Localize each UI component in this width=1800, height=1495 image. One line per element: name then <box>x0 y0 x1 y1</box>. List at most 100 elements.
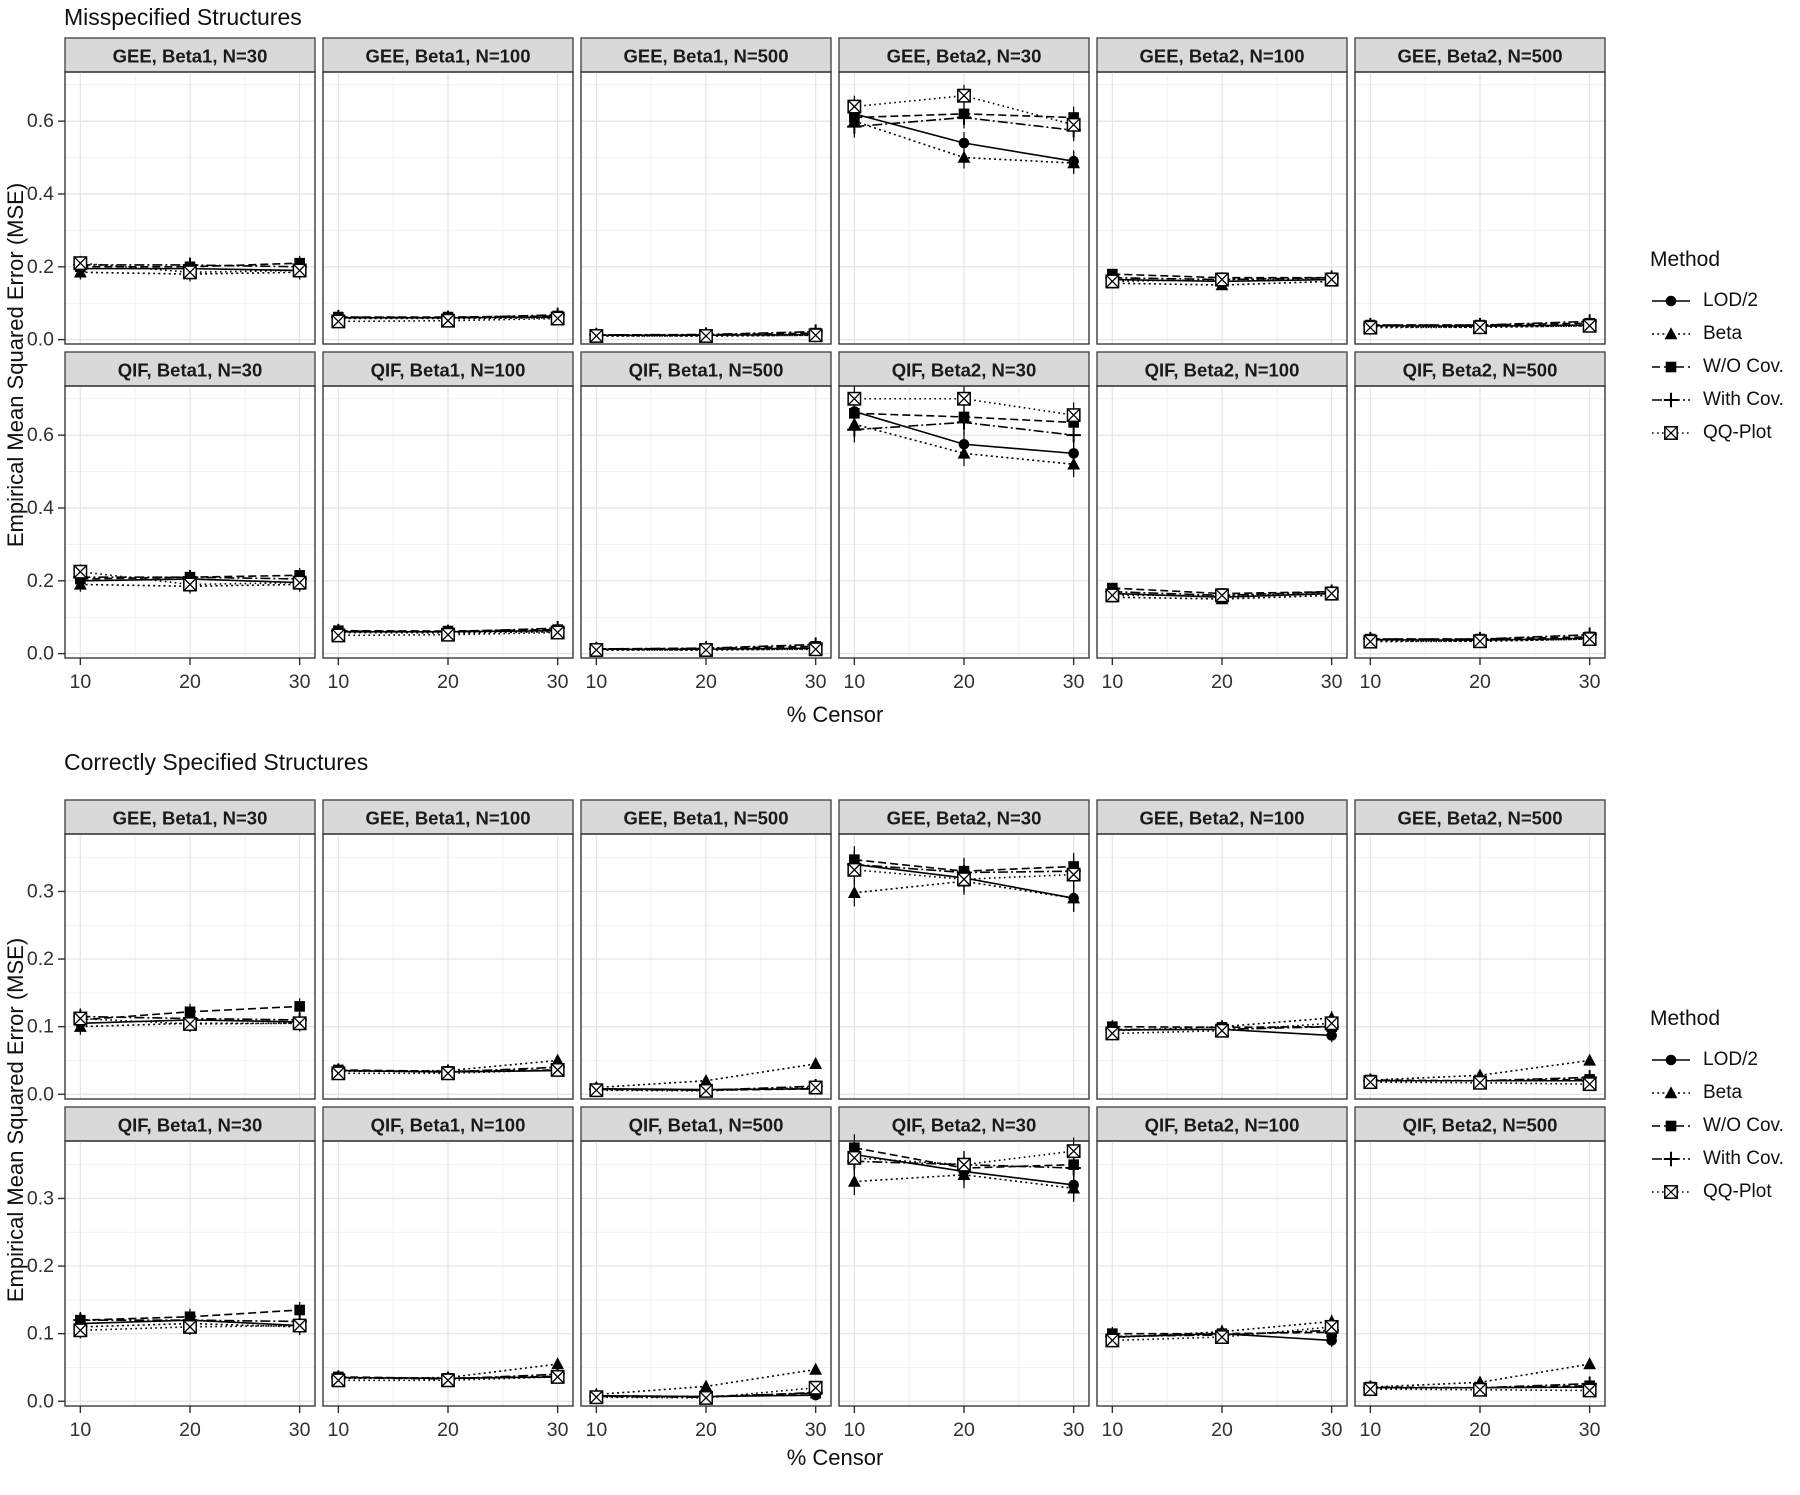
marker-square-x <box>1324 1319 1339 1334</box>
marker-square-x <box>1363 320 1378 335</box>
facet-gee-beta1-n-30: GEE, Beta1, N=30 0.0 0.2 0.4 0.6 <box>27 37 316 351</box>
marker-circle <box>1665 1054 1677 1065</box>
marker-plus <box>847 422 862 437</box>
series-qq-plot <box>73 1317 307 1339</box>
legend-label: W/O Cov. <box>1703 1114 1784 1136</box>
legend-key-square-x-icon <box>1652 425 1690 440</box>
x-tick-label: 20 <box>1469 1419 1491 1441</box>
facet-label: GEE, Beta2, N=500 <box>1397 808 1562 829</box>
marker-square-x <box>1105 1026 1120 1041</box>
series-qq-plot <box>1363 1075 1597 1092</box>
marker-square-x <box>331 1373 346 1388</box>
legend-entry-beta: Beta <box>1650 317 1800 350</box>
series-qq-plot <box>589 328 823 343</box>
marker-square-x <box>1324 272 1339 287</box>
marker-square-x <box>1324 1016 1339 1031</box>
facet-label: GEE, Beta2, N=100 <box>1139 46 1304 67</box>
x-axis-label: % Censor <box>786 1445 884 1470</box>
marker-square-x <box>1582 632 1597 647</box>
marker-triangle <box>1067 156 1081 169</box>
marker-triangle <box>551 1357 565 1370</box>
facet-strip <box>1354 351 1606 387</box>
legend-label: With Cov. <box>1703 1147 1784 1169</box>
y-tick-label: 0.6 <box>27 110 54 132</box>
legend-entry-qq-plot: QQ-Plot <box>1650 1175 1800 1208</box>
x-tick-label: 10 <box>327 1419 349 1441</box>
series-line <box>338 1069 558 1075</box>
facet-label: GEE, Beta1, N=100 <box>365 808 530 829</box>
marker-square-x <box>1215 272 1229 287</box>
marker-triangle <box>699 1073 713 1086</box>
x-tick-label: 20 <box>1211 671 1233 693</box>
x-tick-label: 10 <box>327 671 349 693</box>
facet-label: QIF, Beta1, N=100 <box>371 1115 526 1136</box>
x-tick-label: 10 <box>843 1419 865 1441</box>
marker-square-x <box>1066 867 1081 882</box>
y-tick-label: 0.1 <box>27 1016 54 1038</box>
facet-qif-beta2-n-100: QIF, Beta2, N=100 10 20 30 <box>1096 1106 1348 1441</box>
marker-triangle <box>1067 891 1081 904</box>
legend-key-triangle-icon <box>1652 326 1690 339</box>
facet-qif-beta1-n-500: QIF, Beta1, N=500 10 20 30 <box>580 351 832 693</box>
figure-title: Correctly Specified Structures <box>64 749 369 775</box>
marker-square <box>1665 1120 1677 1131</box>
panel-border <box>838 71 1090 345</box>
series-qq-plot <box>73 564 307 592</box>
facet-strip <box>1354 37 1606 73</box>
marker-square-x <box>1582 318 1597 333</box>
x-tick-label: 30 <box>547 1419 569 1441</box>
y-tick-label: 0.1 <box>27 1323 54 1345</box>
series-qq-plot <box>589 1080 823 1098</box>
facet-gee-beta1-n-500: GEE, Beta1, N=500 <box>580 799 832 1100</box>
series-qq-plot <box>331 1369 565 1388</box>
panel-border <box>322 71 574 345</box>
facet-qif-beta1-n-30: QIF, Beta1, N=30 10 20 30 0.0 0.2 0.4 0.6 <box>27 351 316 693</box>
y-tick-label: 0.3 <box>27 1187 54 1209</box>
series-line <box>596 1086 816 1092</box>
marker-square-x <box>550 311 565 326</box>
facet-label: QIF, Beta1, N=100 <box>371 360 526 381</box>
panel-border <box>64 833 316 1100</box>
y-tick-label: 0.2 <box>27 948 54 970</box>
marker-square-x <box>699 643 713 657</box>
legend-entry-with-cov: With Cov. <box>1650 1142 1800 1175</box>
marker-circle <box>1326 1335 1337 1346</box>
facet-label: QIF, Beta2, N=500 <box>1403 1115 1558 1136</box>
facet-gee-beta2-n-500: GEE, Beta2, N=500 <box>1354 799 1606 1100</box>
x-tick-label: 30 <box>1579 1419 1601 1441</box>
facet-label: GEE, Beta1, N=500 <box>623 46 788 67</box>
series-line <box>854 397 1074 416</box>
y-tick-label: 0.0 <box>27 329 54 351</box>
marker-square-x <box>183 265 197 280</box>
legend-entries: LOD/2 Beta W/O Cov. With Cov. QQ-Plot <box>1650 1043 1800 1208</box>
marker-square-x <box>589 643 604 657</box>
y-tick-label: 0.2 <box>27 256 54 278</box>
facet-qif-beta2-n-500: QIF, Beta2, N=500 10 20 30 <box>1354 351 1606 693</box>
legend-entry-beta: Beta <box>1650 1076 1800 1109</box>
figure-misspecified: Misspecified Structures Empirical Mean S… <box>0 0 1800 745</box>
marker-square-x <box>1066 408 1081 423</box>
legend-label: Beta <box>1703 1081 1743 1103</box>
x-tick-label: 30 <box>1063 671 1085 693</box>
panel-border <box>580 71 832 345</box>
marker-square-x <box>1473 320 1487 335</box>
x-tick-label: 30 <box>1321 1419 1343 1441</box>
series-qq-plot <box>73 1010 307 1033</box>
marker-square-x <box>1215 588 1229 603</box>
marker-square-x <box>808 1380 823 1395</box>
marker-square-x <box>1105 588 1120 603</box>
legend-entry-qq-plot: QQ-Plot <box>1650 416 1800 449</box>
series-qq-plot <box>847 856 1081 893</box>
x-tick-label: 30 <box>547 671 569 693</box>
facet-strip <box>64 1106 316 1142</box>
series-line <box>338 631 558 637</box>
x-tick-label: 10 <box>585 1419 607 1441</box>
marker-plus <box>847 119 862 134</box>
facet-label: QIF, Beta2, N=100 <box>1145 360 1300 381</box>
marker-triangle <box>1664 1085 1678 1098</box>
series-line <box>854 423 1074 466</box>
x-tick-label: 20 <box>179 671 201 693</box>
x-tick-label: 30 <box>805 671 827 693</box>
marker-square-x <box>550 1062 565 1077</box>
